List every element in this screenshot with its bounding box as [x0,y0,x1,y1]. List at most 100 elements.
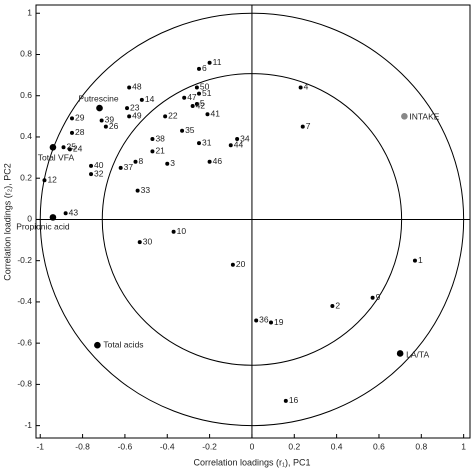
point [137,240,142,245]
point [298,85,303,90]
point-label: Propionic acid [16,222,70,232]
point-label: 43 [69,208,79,218]
point-label: 7 [306,121,311,131]
point [89,163,94,168]
x-tick-label: 0.4 [331,441,343,451]
point-label: 12 [47,175,57,185]
point-label: 23 [130,102,140,112]
point [150,149,155,154]
point [235,137,240,142]
point-label: 44 [234,139,244,149]
point-label: 1 [418,255,423,265]
reference-circle [101,73,403,366]
point [118,165,123,170]
point [127,114,132,119]
point-label: 4 [304,82,309,92]
point [197,91,202,96]
point-label: LA/TA [406,350,429,360]
x-tick-label: -1 [36,441,44,451]
point [190,104,195,109]
point-label: 26 [109,121,119,131]
point-label: 38 [155,133,165,143]
point-label: 34 [240,133,250,143]
point [49,143,57,151]
point-label: 14 [145,94,155,104]
point-label: 6 [202,63,207,73]
point [96,104,103,112]
point [283,398,288,403]
point-label: 2 [335,300,340,310]
point-label: 9 [376,292,381,302]
point-label: 16 [289,395,299,405]
point-label: 50 [200,82,210,92]
point-label: 36 [259,315,269,325]
point-label: Putrescine [78,93,118,103]
point [49,214,57,221]
point [69,116,74,121]
y-tick-label: 1 [27,7,32,17]
point [268,320,273,325]
point-label: Total VFA [38,153,75,163]
point-label: 46 [213,156,223,166]
point [99,118,104,123]
point [133,159,138,164]
point-label: 5 [200,98,205,108]
point [207,60,212,65]
point [205,112,210,117]
point [89,172,94,177]
point [139,97,144,102]
point-label: 24 [73,144,83,154]
point [197,66,202,71]
point [401,113,408,120]
point-label: 22 [168,111,178,121]
point-label: INTAKE [409,112,439,122]
y-tick-label: -0.6 [17,337,32,347]
x-tick-label: -0.8 [75,441,90,451]
point-label: 51 [202,88,212,98]
y-tick-label: -0.2 [17,255,32,265]
y-tick-label: -1 [24,420,32,430]
point [63,211,68,216]
point-label: 41 [210,109,220,119]
point-label: 39 [105,115,115,125]
y-tick-label: 0 [27,214,32,224]
point [230,262,235,267]
point-label: 8 [139,156,144,166]
point [412,258,417,263]
point-label: 48 [132,82,142,92]
point-label: 32 [94,168,104,178]
point-label: 21 [155,146,165,156]
point-label: 35 [185,125,195,135]
point-label: 10 [177,226,187,236]
point [180,128,185,133]
y-tick-label: 0.8 [20,49,32,59]
x-tick-label: 0.8 [415,441,427,451]
point-label: 19 [274,317,284,327]
point [150,137,155,142]
plot-frame [35,4,471,439]
point-label: 20 [236,259,246,269]
point-label: 33 [141,185,151,195]
point [135,188,140,193]
point [300,124,305,129]
point [254,318,259,323]
point [67,147,72,152]
point-label: 25 [67,142,77,152]
point-label: 28 [75,127,85,137]
point [194,85,199,90]
point [228,143,233,148]
x-tick-label: -0.4 [160,441,175,451]
point-label: 29 [75,113,85,123]
y-tick-label: 0.2 [20,172,32,182]
point [165,161,170,166]
point [125,106,130,111]
point-label: 11 [213,57,222,67]
x-tick-label: -0.2 [202,441,217,451]
y-tick-label: -0.8 [17,379,32,389]
point [197,141,202,146]
y-tick-label: 0.4 [20,131,32,141]
point [370,295,375,300]
point [396,350,404,357]
point [127,85,132,90]
